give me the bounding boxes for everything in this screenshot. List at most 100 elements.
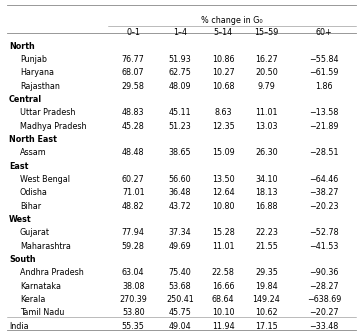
Text: West Bengal: West Bengal xyxy=(20,175,70,184)
Text: 63.04: 63.04 xyxy=(122,268,144,277)
Text: 5–14: 5–14 xyxy=(213,28,233,37)
Text: Rajasthan: Rajasthan xyxy=(20,82,60,91)
Text: 10.68: 10.68 xyxy=(212,82,234,91)
Text: Kerala: Kerala xyxy=(20,295,45,304)
Text: −52.78: −52.78 xyxy=(309,228,339,237)
Text: 9.79: 9.79 xyxy=(257,82,275,91)
Text: −33.48: −33.48 xyxy=(309,322,339,331)
Text: 55.35: 55.35 xyxy=(122,322,145,331)
Text: Central: Central xyxy=(9,95,42,104)
Text: 13.03: 13.03 xyxy=(255,122,278,131)
Text: 43.72: 43.72 xyxy=(168,202,192,211)
Text: 49.04: 49.04 xyxy=(169,322,191,331)
Text: 250.41: 250.41 xyxy=(166,295,194,304)
Text: 51.93: 51.93 xyxy=(168,55,192,64)
Text: 10.80: 10.80 xyxy=(212,202,234,211)
Text: North East: North East xyxy=(9,135,57,144)
Text: 19.84: 19.84 xyxy=(255,282,278,291)
Text: Punjab: Punjab xyxy=(20,55,47,64)
Text: Andhra Pradesh: Andhra Pradesh xyxy=(20,268,84,277)
Text: Uttar Pradesh: Uttar Pradesh xyxy=(20,108,75,117)
Text: 15.28: 15.28 xyxy=(212,228,235,237)
Text: 60.27: 60.27 xyxy=(122,175,145,184)
Text: 13.50: 13.50 xyxy=(212,175,234,184)
Text: 29.58: 29.58 xyxy=(122,82,145,91)
Text: 36.48: 36.48 xyxy=(169,188,191,197)
Text: −64.46: −64.46 xyxy=(309,175,339,184)
Text: Gujarat: Gujarat xyxy=(20,228,50,237)
Text: 48.48: 48.48 xyxy=(122,148,144,157)
Text: % change in G₀: % change in G₀ xyxy=(201,16,263,25)
Text: East: East xyxy=(9,162,28,171)
Text: 16.27: 16.27 xyxy=(255,55,278,64)
Text: Assam: Assam xyxy=(20,148,46,157)
Text: 0–1: 0–1 xyxy=(126,28,140,37)
Text: Odisha: Odisha xyxy=(20,188,48,197)
Text: 8.63: 8.63 xyxy=(215,108,232,117)
Text: −28.27: −28.27 xyxy=(309,282,339,291)
Text: −38.27: −38.27 xyxy=(309,188,339,197)
Text: 16.88: 16.88 xyxy=(255,202,278,211)
Text: West: West xyxy=(9,215,32,224)
Text: −41.53: −41.53 xyxy=(309,242,339,251)
Text: 29.35: 29.35 xyxy=(255,268,278,277)
Text: 270.39: 270.39 xyxy=(119,295,147,304)
Text: 11.01: 11.01 xyxy=(212,242,234,251)
Text: −20.27: −20.27 xyxy=(309,308,339,317)
Text: 71.01: 71.01 xyxy=(122,188,144,197)
Text: 15.09: 15.09 xyxy=(212,148,235,157)
Text: 53.68: 53.68 xyxy=(169,282,191,291)
Text: 15–59: 15–59 xyxy=(254,28,279,37)
Text: India: India xyxy=(9,322,29,331)
Text: 17.15: 17.15 xyxy=(255,322,278,331)
Text: −638.69: −638.69 xyxy=(307,295,341,304)
Text: Tamil Nadu: Tamil Nadu xyxy=(20,308,64,317)
Text: −20.23: −20.23 xyxy=(309,202,339,211)
Text: 11.94: 11.94 xyxy=(212,322,234,331)
Text: 38.65: 38.65 xyxy=(169,148,191,157)
Text: −90.36: −90.36 xyxy=(309,268,339,277)
Text: 34.10: 34.10 xyxy=(255,175,278,184)
Text: 37.34: 37.34 xyxy=(169,228,191,237)
Text: 1–4: 1–4 xyxy=(173,28,187,37)
Text: −21.89: −21.89 xyxy=(309,122,339,131)
Text: 49.69: 49.69 xyxy=(168,242,192,251)
Text: 10.10: 10.10 xyxy=(212,308,234,317)
Text: 48.09: 48.09 xyxy=(169,82,191,91)
Text: 12.64: 12.64 xyxy=(212,188,234,197)
Text: 68.07: 68.07 xyxy=(122,68,144,77)
Text: 75.40: 75.40 xyxy=(168,268,192,277)
Text: 20.50: 20.50 xyxy=(255,68,278,77)
Text: 48.83: 48.83 xyxy=(122,108,144,117)
Text: 76.77: 76.77 xyxy=(122,55,145,64)
Text: 60+: 60+ xyxy=(316,28,332,37)
Text: 26.30: 26.30 xyxy=(255,148,278,157)
Text: 53.80: 53.80 xyxy=(122,308,144,317)
Text: 22.23: 22.23 xyxy=(255,228,278,237)
Text: 48.82: 48.82 xyxy=(122,202,144,211)
Text: 45.11: 45.11 xyxy=(169,108,191,117)
Text: 45.75: 45.75 xyxy=(168,308,192,317)
Text: 18.13: 18.13 xyxy=(255,188,278,197)
Text: Madhya Pradesh: Madhya Pradesh xyxy=(20,122,86,131)
Text: North: North xyxy=(9,42,35,51)
Text: South: South xyxy=(9,255,36,264)
Text: Maharashtra: Maharashtra xyxy=(20,242,71,251)
Text: 51.23: 51.23 xyxy=(168,122,192,131)
Text: 62.75: 62.75 xyxy=(168,68,192,77)
Text: −55.84: −55.84 xyxy=(309,55,339,64)
Text: −28.51: −28.51 xyxy=(309,148,339,157)
Text: 38.08: 38.08 xyxy=(122,282,144,291)
Text: 68.64: 68.64 xyxy=(212,295,234,304)
Text: −13.58: −13.58 xyxy=(309,108,339,117)
Text: 149.24: 149.24 xyxy=(252,295,280,304)
Text: 56.60: 56.60 xyxy=(169,175,191,184)
Text: 77.94: 77.94 xyxy=(122,228,145,237)
Text: 21.55: 21.55 xyxy=(255,242,278,251)
Text: Karnataka: Karnataka xyxy=(20,282,61,291)
Text: 22.58: 22.58 xyxy=(212,268,235,277)
Text: 10.86: 10.86 xyxy=(212,55,234,64)
Text: 59.28: 59.28 xyxy=(122,242,145,251)
Text: 12.35: 12.35 xyxy=(212,122,235,131)
Text: 1.86: 1.86 xyxy=(315,82,333,91)
